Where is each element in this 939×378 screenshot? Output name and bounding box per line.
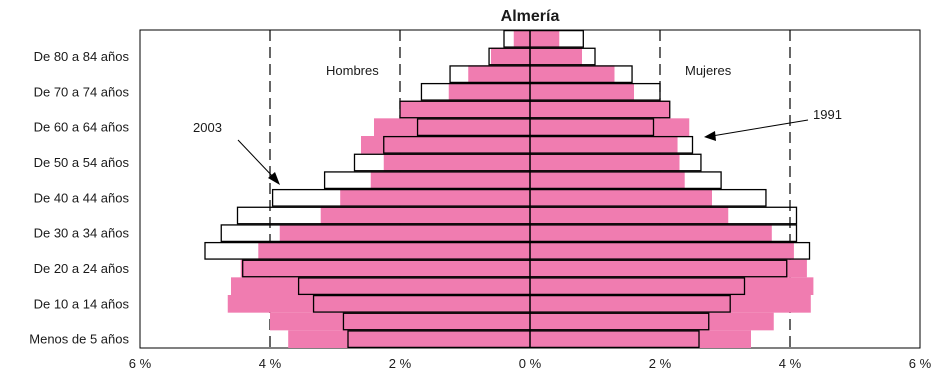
label-1991: 1991 [813, 107, 842, 122]
x-tick-labels: 6 % 4 % 2 % 0 % 2 % 4 % 6 % [129, 356, 932, 371]
bar-2003-women [530, 65, 615, 83]
bar-2003-men [491, 47, 530, 66]
x-tick-label: 6 % [909, 356, 932, 371]
y-tick-label: De 10 a 14 años [34, 296, 130, 311]
bar-2003-men [288, 330, 530, 348]
bar-2003-men [513, 30, 530, 48]
x-tick-label: 2 % [649, 356, 672, 371]
bar-2003-women [530, 171, 685, 189]
bar-2003-women [530, 100, 670, 119]
y-tick-label: De 80 a 84 años [34, 49, 130, 64]
arrow-1991-head [704, 131, 716, 141]
x-tick-label: 0 % [519, 356, 542, 371]
bar-2003-men [370, 171, 530, 189]
bar-2003-men [468, 65, 530, 83]
x-tick-label: 6 % [129, 356, 152, 371]
y-tick-label: De 50 a 54 años [34, 155, 130, 170]
bar-2003-men [361, 136, 530, 154]
arrow-2003-line [237, 139, 277, 181]
bar-2003-men [374, 118, 530, 136]
bar-2003-men [340, 189, 530, 207]
bar-2003-women [530, 206, 729, 225]
arrow-2003-head [268, 172, 280, 185]
bar-2003-women [530, 242, 794, 260]
y-tick-label: De 30 a 34 años [34, 226, 130, 241]
bar-2003-men [383, 153, 530, 172]
bar-2003-women [530, 224, 772, 242]
x-tick-label: 2 % [389, 356, 412, 371]
bar-2003-women [530, 136, 678, 154]
y-tick-label: De 20 a 24 años [34, 261, 130, 276]
bar-2003-men [448, 83, 530, 101]
bar-2003-women [530, 259, 807, 278]
x-tick-label: 4 % [779, 356, 802, 371]
bars [204, 29, 814, 349]
bar-2003-women [530, 277, 814, 295]
bar-2003-women [530, 330, 751, 348]
bar-2003-men [227, 295, 530, 313]
bar-2003-women [530, 47, 582, 66]
bar-2003-men [320, 206, 530, 225]
bar-2003-women [530, 153, 680, 172]
bar-2003-men [240, 259, 530, 278]
bar-2003-women [530, 83, 634, 101]
y-tick-label: De 60 a 64 años [34, 120, 130, 135]
bar-2003-men [279, 224, 530, 242]
bar-2003-women [530, 295, 811, 313]
bar-2003-women [530, 118, 690, 136]
bar-2003-men [270, 312, 530, 331]
arrow-1991-line [711, 119, 809, 137]
bar-2003-women [530, 312, 774, 331]
bar-2003-men [231, 277, 530, 295]
y-tick-label: De 40 a 44 años [34, 190, 130, 205]
bar-2003-men [258, 242, 530, 260]
label-2003: 2003 [193, 120, 222, 135]
chart-title: Almería [501, 8, 560, 25]
y-tick-labels: Menos de 5 años De 10 a 14 años De 20 a 24… [29, 49, 129, 347]
men-label: Hombres [326, 63, 379, 78]
y-tick-label: Menos de 5 años [29, 332, 129, 347]
women-label: Mujeres [685, 63, 732, 78]
bar-2003-men [400, 100, 530, 119]
y-tick-label: De 70 a 74 años [34, 84, 130, 99]
bar-2003-women [530, 30, 560, 48]
x-tick-label: 4 % [259, 356, 282, 371]
bar-2003-women [530, 189, 712, 207]
